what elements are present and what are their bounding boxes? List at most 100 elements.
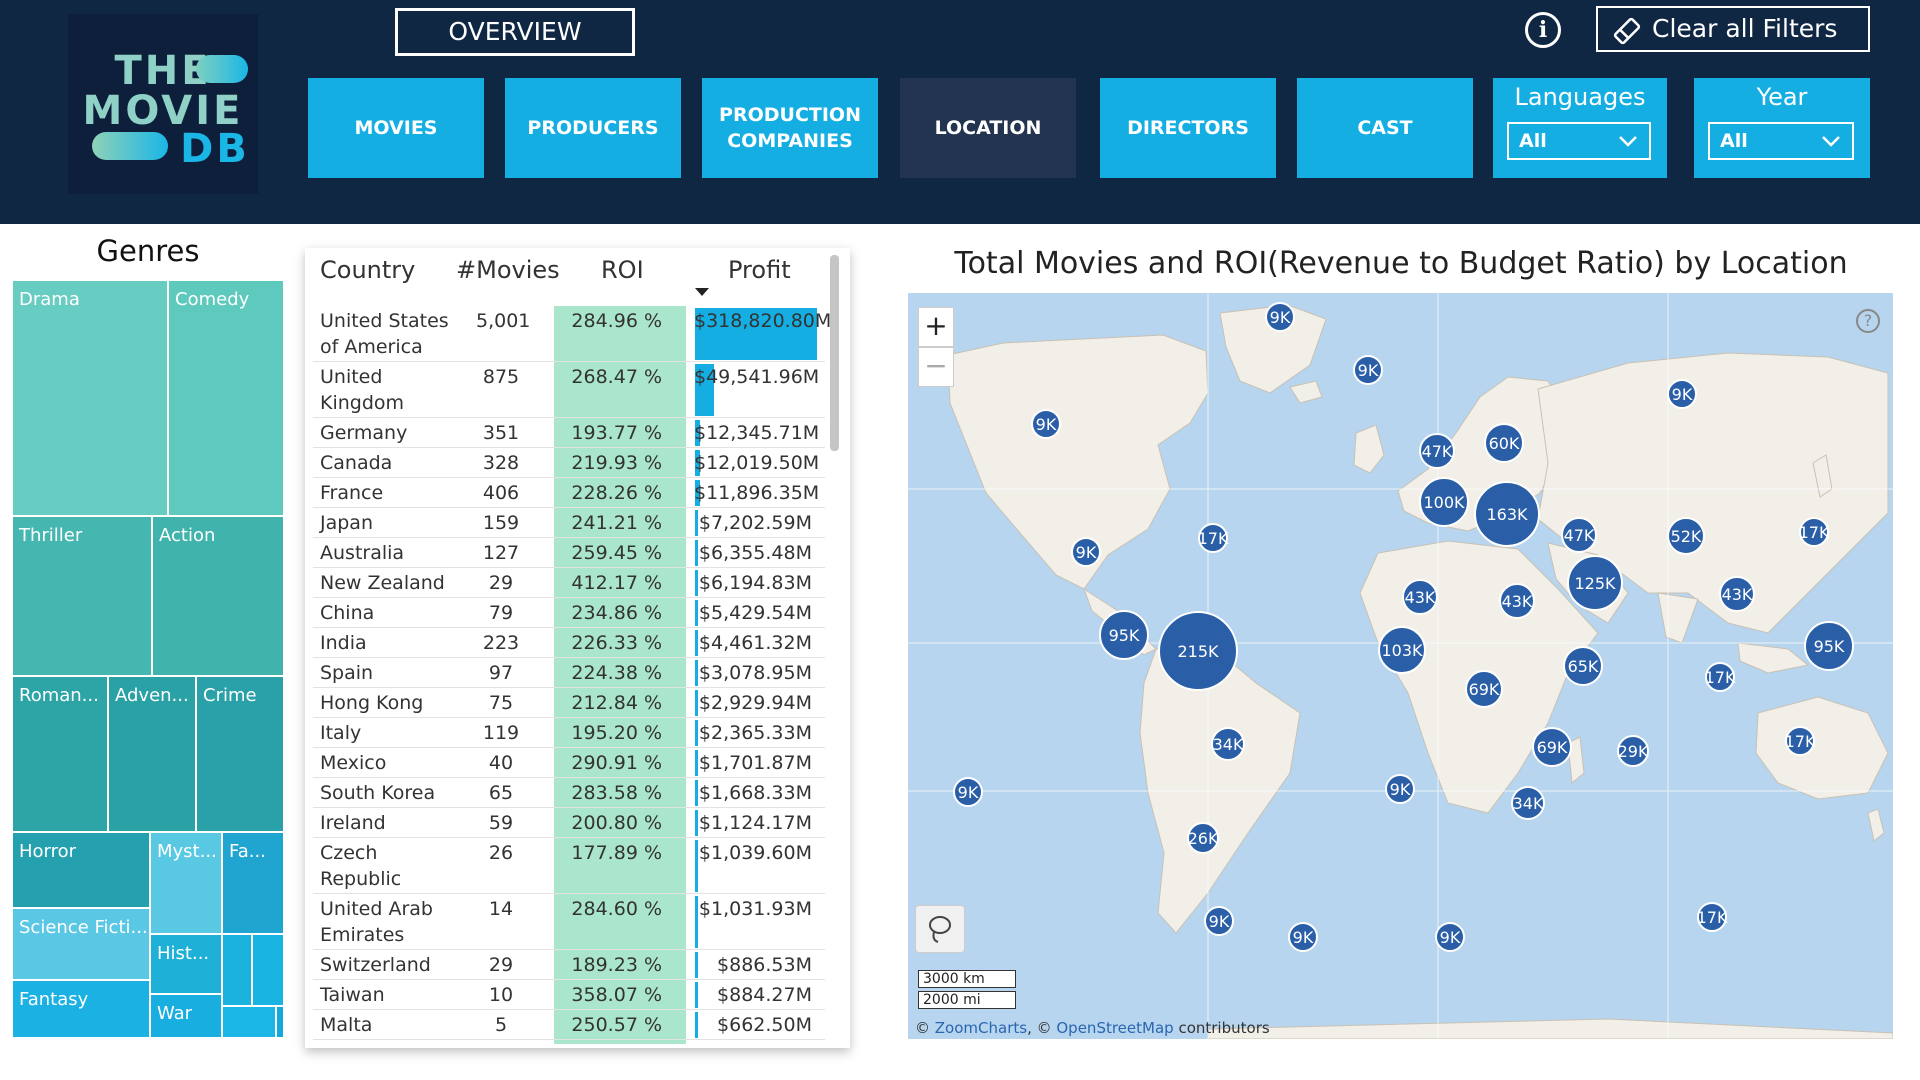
cell-movies: 351 — [482, 422, 520, 444]
treemap-tile-small-3[interactable] — [222, 1006, 276, 1038]
map-bubble[interactable]: 26K — [1187, 822, 1219, 854]
treemap-tile-horror[interactable]: Horror — [12, 832, 150, 908]
row-divider — [313, 837, 825, 838]
map-bubble[interactable]: 215K — [1158, 611, 1238, 691]
help-icon[interactable]: ? — [1856, 309, 1880, 333]
cell-roi: 219.93 % — [571, 452, 662, 474]
treemap-tile-small-1[interactable] — [222, 934, 252, 1006]
cell-profit: $2,929.94M — [698, 692, 812, 714]
treemap-tile-small-4[interactable] — [276, 1006, 284, 1038]
cell-country: Spain — [320, 662, 374, 684]
clear-all-filters-button[interactable]: Clear all Filters — [1596, 6, 1870, 52]
map-bubble[interactable]: 9K — [1204, 906, 1234, 936]
location-map[interactable]: + − 9K 9K 9K 9K 47K 60K 100K 163K 17K 9K… — [908, 293, 1893, 1039]
zoom-out-button[interactable]: − — [918, 347, 954, 387]
map-bubble[interactable]: 95K — [1099, 610, 1149, 660]
map-bubble[interactable]: 103K — [1378, 626, 1426, 674]
zoom-in-button[interactable]: + — [918, 307, 954, 347]
overview-button[interactable]: OVERVIEW — [395, 8, 635, 56]
treemap-tile-science-fiction[interactable]: Science Ficti... — [12, 908, 150, 980]
cell-profit: $1,124.17M — [698, 812, 812, 834]
nav-production-companies-button[interactable]: PRODUCTION COMPANIES — [702, 78, 878, 178]
map-bubble[interactable]: 43K — [1402, 579, 1438, 615]
map-bubble[interactable]: 69K — [1532, 727, 1572, 767]
column-header-roi[interactable]: ROI — [601, 256, 644, 284]
cell-country: United Arab Emirates — [320, 898, 433, 946]
map-bubble[interactable]: 9K — [953, 777, 983, 807]
map-bubble[interactable]: 9K — [1288, 922, 1318, 952]
treemap-tile-small-2[interactable] — [252, 934, 284, 1006]
map-bubble[interactable]: 43K — [1499, 583, 1535, 619]
cell-country: Australia — [320, 542, 405, 564]
profit-bar — [695, 570, 698, 596]
map-bubble[interactable]: 9K — [1031, 409, 1061, 439]
nav-producers-button[interactable]: PRODUCERS — [505, 78, 681, 178]
cell-movies: 119 — [482, 722, 520, 744]
row-divider — [313, 777, 825, 778]
nav-location-button[interactable]: LOCATION — [900, 78, 1076, 178]
genres-title: Genres — [96, 234, 200, 268]
treemap-tile-drama[interactable]: Drama — [12, 280, 168, 516]
map-bubble[interactable]: 100K — [1419, 477, 1469, 527]
treemap-tile-fantasy[interactable]: Fantasy — [12, 980, 150, 1038]
map-bubble[interactable]: 34K — [1211, 727, 1245, 761]
map-bubble[interactable]: 29K — [1617, 735, 1649, 767]
map-bubble[interactable]: 163K — [1474, 481, 1540, 547]
cell-movies: 5 — [494, 1014, 508, 1036]
map-bubble[interactable]: 17K — [1785, 726, 1815, 756]
sort-descending-icon[interactable] — [694, 286, 710, 298]
treemap-tile-war[interactable]: War — [150, 994, 222, 1038]
treemap-tile-adventure[interactable]: Adven... — [108, 676, 196, 832]
map-bubble[interactable]: 17K — [1799, 517, 1829, 547]
map-bubble[interactable]: 17K — [1198, 523, 1228, 553]
map-scale-mi: 2000 mi — [918, 991, 1016, 1009]
year-dropdown[interactable]: All — [1708, 122, 1854, 160]
nav-movies-button[interactable]: MOVIES — [308, 78, 484, 178]
nav-cast-button[interactable]: CAST — [1297, 78, 1473, 178]
treemap-tile-family[interactable]: Fa... — [222, 832, 284, 934]
treemap-tile-action[interactable]: Action — [152, 516, 284, 676]
map-bubble[interactable]: 9K — [1353, 355, 1383, 385]
eraser-icon — [1613, 17, 1641, 45]
map-bubble[interactable]: 9K — [1667, 379, 1697, 409]
nav-directors-button[interactable]: DIRECTORS — [1100, 78, 1276, 178]
languages-dropdown[interactable]: All — [1507, 122, 1651, 160]
map-bubble[interactable]: 69K — [1465, 670, 1503, 708]
profit-bar — [695, 810, 698, 836]
profit-bar — [695, 630, 698, 656]
cell-movies: 26 — [488, 842, 514, 864]
treemap-tile-thriller[interactable]: Thriller — [12, 516, 152, 676]
row-divider — [313, 447, 825, 448]
attribution-suffix: contributors — [1173, 1019, 1270, 1037]
openstreetmap-link[interactable]: OpenStreetMap — [1056, 1019, 1174, 1037]
map-bubble[interactable]: 52K — [1667, 517, 1705, 555]
map-bubble[interactable]: 9K — [1071, 537, 1101, 567]
map-bubble[interactable]: 95K — [1804, 621, 1854, 671]
map-bubble[interactable]: 17K — [1705, 662, 1735, 692]
info-icon[interactable]: i — [1525, 12, 1561, 48]
map-bubble[interactable]: 34K — [1511, 786, 1545, 820]
treemap-tile-comedy[interactable]: Comedy — [168, 280, 284, 516]
map-bubble[interactable]: 47K — [1419, 433, 1455, 469]
treemap-tile-history[interactable]: Hist... — [150, 934, 222, 994]
map-bubble[interactable]: 47K — [1561, 517, 1597, 553]
column-header-movies[interactable]: #Movies — [456, 256, 560, 284]
map-bubble[interactable]: 125K — [1567, 555, 1623, 611]
map-bubble[interactable]: 60K — [1484, 423, 1524, 463]
map-bubble[interactable]: 9K — [1385, 774, 1415, 804]
map-bubble[interactable]: 9K — [1265, 302, 1295, 332]
map-bubble[interactable]: 43K — [1719, 576, 1755, 612]
column-header-profit[interactable]: Profit — [728, 256, 791, 284]
table-scrollbar[interactable] — [830, 255, 839, 451]
zoomcharts-link[interactable]: ZoomCharts — [934, 1019, 1028, 1037]
map-bubble[interactable]: 9K — [1435, 922, 1465, 952]
map-bubble[interactable]: 17K — [1697, 902, 1727, 932]
treemap-tile-crime[interactable]: Crime — [196, 676, 284, 832]
profit-bar — [695, 660, 698, 686]
map-bubble[interactable]: 65K — [1563, 646, 1603, 686]
treemap-tile-romance[interactable]: Roman... — [12, 676, 108, 832]
treemap-tile-mystery[interactable]: Myst... — [150, 832, 222, 934]
lasso-select-button[interactable] — [915, 905, 965, 953]
cell-profit: $3,078.95M — [698, 662, 812, 684]
column-header-country[interactable]: Country — [320, 256, 416, 284]
